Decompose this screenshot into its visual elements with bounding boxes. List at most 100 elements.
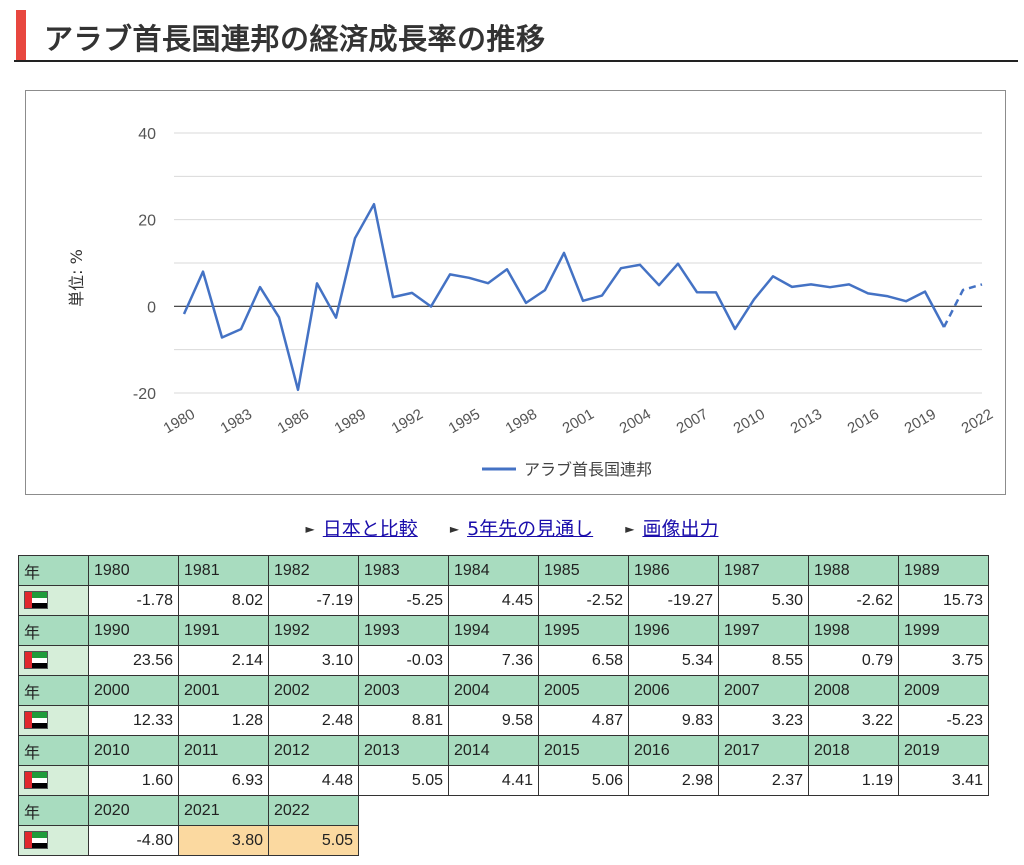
year-cell: 1989 [898,555,989,586]
x-tick-label: 2007 [674,406,711,437]
year-cell: 1995 [538,615,629,646]
uae-flag-icon [24,711,48,730]
year-cell: 1993 [358,615,449,646]
year-cell: 1987 [718,555,809,586]
year-cell: 2005 [538,675,629,706]
empty-cell [899,826,989,856]
x-tick-label: 1995 [446,406,483,437]
table-year-row: 年 2020 2021 2022 [18,795,989,826]
legend-label: アラブ首長国連邦 [524,460,652,479]
year-header-label: 年 [18,675,89,706]
year-cell: 2010 [88,735,179,766]
compare-japan-link-label[interactable]: 日本と比較 [322,518,418,540]
year-cell: 1980 [88,555,179,586]
value-cell: -2.62 [808,585,899,616]
value-cell: 3.75 [898,645,989,676]
table-year-row: 年 1980 1981 1982 1983 1984 1985 1986 1987 1988 198… [18,555,989,586]
x-tick-label: 2013 [788,406,825,437]
page-title: アラブ首長国連邦の経済成長率の推移 [44,22,546,56]
x-tick-label: 1983 [218,406,255,437]
empty-cell [809,796,899,826]
year-cell: 1997 [718,615,809,646]
year-cell: 1994 [448,615,539,646]
value-cell: 2.14 [178,645,269,676]
year-cell: 2007 [718,675,809,706]
year-cell: 2008 [808,675,899,706]
x-tick-label: 1986 [275,406,312,437]
year-cell: 1986 [628,555,719,586]
value-cell: 15.73 [898,585,989,616]
y-tick-label: -20 [133,386,156,403]
year-cell: 2017 [718,735,809,766]
year-cell: 2006 [628,675,719,706]
empty-cell [539,826,629,856]
year-cell: 2002 [268,675,359,706]
year-cell: 2015 [538,735,629,766]
year-cell: 2011 [178,735,269,766]
x-tick-label: 2004 [617,406,654,437]
value-cell: 5.30 [718,585,809,616]
year-cell: 2000 [88,675,179,706]
year-cell: 2009 [898,675,989,706]
value-cell: 7.36 [448,645,539,676]
x-tick-label: 2019 [902,406,939,437]
value-cell: 2.48 [268,705,359,736]
value-cell: 6.58 [538,645,629,676]
series-line [182,202,946,392]
value-cell: 2.37 [718,765,809,796]
year-cell: 1981 [178,555,269,586]
year-cell: 2004 [448,675,539,706]
value-cell: 6.93 [178,765,269,796]
table-year-row: 年 2010 2011 2012 2013 2014 2015 2016 2017 2018 201… [18,735,989,766]
value-cell: 8.81 [358,705,449,736]
x-tick-label: 2010 [731,406,768,437]
value-cell: 8.55 [718,645,809,676]
compare-japan-link[interactable]: ► 日本と比較 [306,514,418,541]
five-year-outlook-link[interactable]: ► 5年先の見通し [450,514,593,541]
year-cell: 1988 [808,555,899,586]
value-cell: 3.10 [268,645,359,676]
empty-cell [809,826,899,856]
year-cell: 2003 [358,675,449,706]
export-image-link-label[interactable]: 画像出力 [642,518,719,540]
growth-rate-line-chart: -20 0 20 40 単位: % 1980 1983 1986 1989 1992 1995 199… [67,126,996,479]
value-cell: 1.19 [808,765,899,796]
country-flag-cell [18,645,89,676]
value-cell: -19.27 [628,585,719,616]
year-cell: 2013 [358,735,449,766]
y-tick-label: 20 [138,213,156,230]
value-cell: -0.03 [358,645,449,676]
chevron-right-icon: ► [449,522,460,536]
year-cell: 2018 [808,735,899,766]
value-cell: 3.22 [808,705,899,736]
year-cell: 1991 [178,615,269,646]
value-cell: 3.41 [898,765,989,796]
empty-cell [719,826,809,856]
growth-rate-table: 年 1980 1981 1982 1983 1984 1985 1986 1987 1988 198… [18,555,989,856]
x-tick-label: 2016 [845,406,882,437]
year-cell: 1985 [538,555,629,586]
estimate-value-cell: 5.05 [268,825,359,856]
value-cell: 12.33 [88,705,179,736]
y-tick-label: 40 [138,126,156,143]
value-cell: 9.83 [628,705,719,736]
year-header-label: 年 [18,555,89,586]
year-cell: 2020 [88,795,179,826]
empty-cell [629,796,719,826]
five-year-outlook-link-label[interactable]: 5年先の見通し [467,518,594,540]
y-axis-title: 単位: % [67,249,86,307]
country-flag-cell [18,765,89,796]
country-flag-cell [18,585,89,616]
year-cell: 1998 [808,615,899,646]
series-line-estimate [942,283,983,328]
uae-flag-icon [24,591,48,610]
value-cell: 9.58 [448,705,539,736]
empty-cell [449,796,539,826]
table-year-row: 年 2000 2001 2002 2003 2004 2005 2006 2007 2008 200… [18,675,989,706]
title-accent-bar [16,10,26,60]
uae-flag-icon [24,651,48,670]
export-image-link[interactable]: ► 画像出力 [625,514,718,541]
year-cell: 1999 [898,615,989,646]
empty-cell [629,826,719,856]
chevron-right-icon: ► [305,522,315,536]
